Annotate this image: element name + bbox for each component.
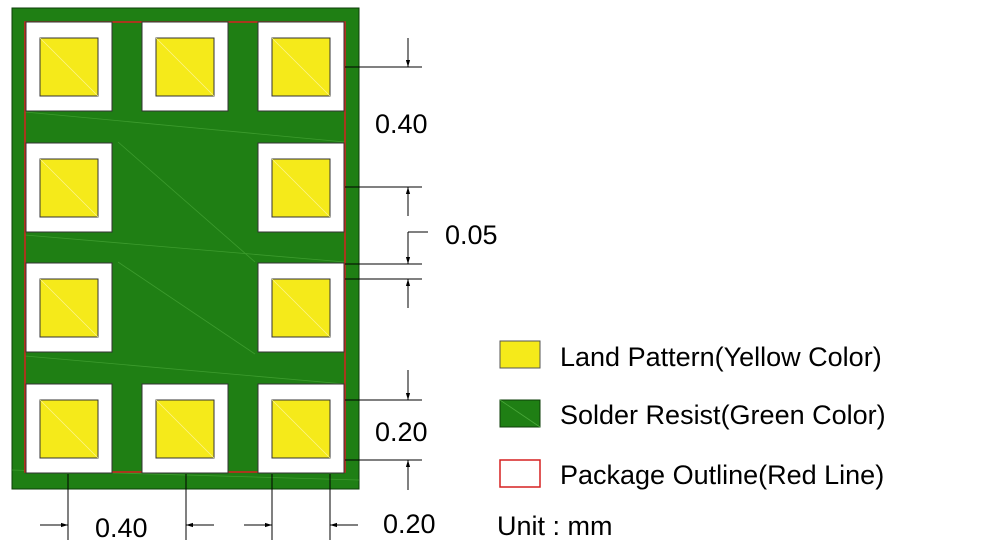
- legend-outline-label: Package Outline(Red Line): [560, 460, 884, 490]
- land-pad-hatch-7: [271, 278, 331, 338]
- legend-land-swatch: [499, 340, 541, 369]
- legend-land-label: Land Pattern(Yellow Color): [560, 342, 882, 372]
- land-pad-hatch-5: [271, 158, 331, 218]
- land-pad-hatch-3: [271, 37, 331, 97]
- land-pad-hatch-10: [271, 399, 331, 459]
- dim-gap: 0.05: [445, 220, 498, 250]
- land-pad-hatch-9: [155, 399, 215, 459]
- dim-edge-horizontal: 0.20: [383, 509, 436, 539]
- legend: Land Pattern(Yellow Color) Solder Resist…: [497, 340, 886, 541]
- dim-pitch-horizontal: 0.40: [95, 513, 148, 542]
- land-pad-hatch-6: [39, 278, 99, 338]
- legend-outline-swatch: [499, 459, 541, 488]
- land-pad-hatch-1: [39, 37, 99, 97]
- land-pad-hatch-4: [39, 158, 99, 218]
- land-pad-hatch-2: [155, 37, 215, 97]
- land-pad-hatch-8: [39, 399, 99, 459]
- dim-edge-vertical: 0.20: [375, 417, 428, 447]
- dimension-lines-right: [345, 38, 428, 490]
- unit-label: Unit : mm: [497, 511, 613, 541]
- legend-resist-label: Solder Resist(Green Color): [560, 400, 886, 430]
- dim-pitch-vertical: 0.40: [375, 109, 428, 139]
- dimension-lines-bottom: [40, 474, 358, 540]
